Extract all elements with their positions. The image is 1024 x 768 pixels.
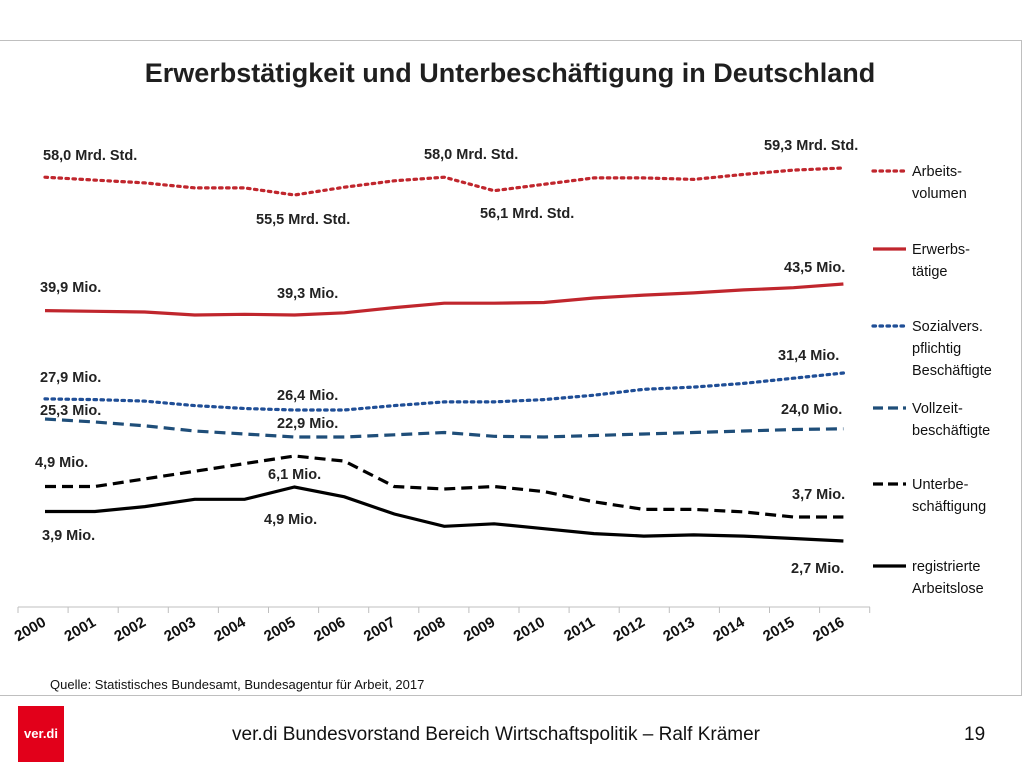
legend-label-4: Unterbe- xyxy=(912,477,969,493)
data-label-19: 2,7 Mio. xyxy=(791,561,844,577)
legend-label-4: schäftigung xyxy=(912,499,986,515)
x-tick-label: 2009 xyxy=(461,614,498,645)
x-tick-label: 2015 xyxy=(760,614,797,645)
source-note: Quelle: Statistisches Bundesamt, Bundesa… xyxy=(50,677,424,692)
data-label-8: 27,9 Mio. xyxy=(40,370,101,386)
x-tick-label: 2006 xyxy=(311,614,348,645)
legend-label-0: Arbeits- xyxy=(912,164,962,180)
x-tick-label: 2013 xyxy=(660,614,697,645)
data-label-4: 59,3 Mrd. Std. xyxy=(764,138,858,154)
series-line-3 xyxy=(44,417,844,439)
legend-label-5: Arbeitslose xyxy=(912,581,984,597)
legend-label-1: Erwerbs- xyxy=(912,242,970,258)
data-label-7: 43,5 Mio. xyxy=(784,260,845,276)
footer-text: ver.di Bundesvorstand Bereich Wirtschaft… xyxy=(232,724,760,745)
data-label-14: 4,9 Mio. xyxy=(35,455,88,471)
legend-label-1: tätige xyxy=(912,264,947,280)
data-label-11: 25,3 Mio. xyxy=(40,403,101,419)
data-label-17: 3,9 Mio. xyxy=(42,528,95,544)
data-label-1: 55,5 Mrd. Std. xyxy=(256,212,350,228)
legend-label-0: volumen xyxy=(912,186,967,202)
series-line-4 xyxy=(45,454,844,519)
x-tick-label: 2001 xyxy=(61,614,98,645)
data-label-9: 26,4 Mio. xyxy=(277,388,338,404)
verdi-logo: ver.di xyxy=(18,706,64,762)
x-tick-label: 2010 xyxy=(511,614,548,645)
legend-label-3: Vollzeit- xyxy=(912,401,963,417)
data-label-10: 31,4 Mio. xyxy=(778,348,839,364)
data-label-18: 4,9 Mio. xyxy=(264,512,317,528)
series-line-2 xyxy=(43,371,846,412)
x-tick-label: 2004 xyxy=(211,613,249,645)
chart-area: Erwerbstätigkeit und Unterbeschäftigung … xyxy=(12,58,992,692)
x-tick-label: 2002 xyxy=(111,614,148,645)
x-tick-label: 2003 xyxy=(161,614,198,645)
data-label-13: 24,0 Mio. xyxy=(781,402,842,418)
x-tick-label: 2005 xyxy=(261,614,298,645)
chart-title: Erwerbstätigkeit und Unterbeschäftigung … xyxy=(145,58,876,88)
series-line-5 xyxy=(45,485,844,543)
data-label-0: 58,0 Mrd. Std. xyxy=(43,148,137,164)
data-label-12: 22,9 Mio. xyxy=(277,416,338,432)
legend-label-2: Beschäftigte xyxy=(912,363,992,379)
data-label-3: 56,1 Mrd. Std. xyxy=(480,206,574,222)
legend-label-2: Sozialvers. xyxy=(912,319,983,335)
legend-label-2: pflichtig xyxy=(912,341,961,357)
series-line-0 xyxy=(43,166,846,197)
data-label-5: 39,9 Mio. xyxy=(40,280,101,296)
data-label-16: 3,7 Mio. xyxy=(792,487,845,503)
legend-label-5: registrierte xyxy=(912,559,981,575)
chart-frame: Erwerbstätigkeit und Unterbeschäftigung … xyxy=(0,40,1022,696)
data-label-15: 6,1 Mio. xyxy=(268,467,321,483)
data-label-2: 58,0 Mrd. Std. xyxy=(424,147,518,163)
logo-text: ver.di xyxy=(24,726,58,741)
x-tick-label: 2014 xyxy=(710,613,748,645)
x-tick-label: 2011 xyxy=(561,614,598,645)
series-line-1 xyxy=(44,282,844,317)
page-number: 19 xyxy=(964,724,986,745)
x-tick-label: 2012 xyxy=(610,614,647,645)
x-tick-label: 2007 xyxy=(361,614,398,645)
x-tick-label: 2000 xyxy=(12,614,49,645)
x-tick-label: 2016 xyxy=(810,614,847,645)
legend-label-3: beschäftigte xyxy=(912,423,990,439)
data-label-6: 39,3 Mio. xyxy=(277,286,338,302)
x-tick-label: 2008 xyxy=(411,614,448,645)
